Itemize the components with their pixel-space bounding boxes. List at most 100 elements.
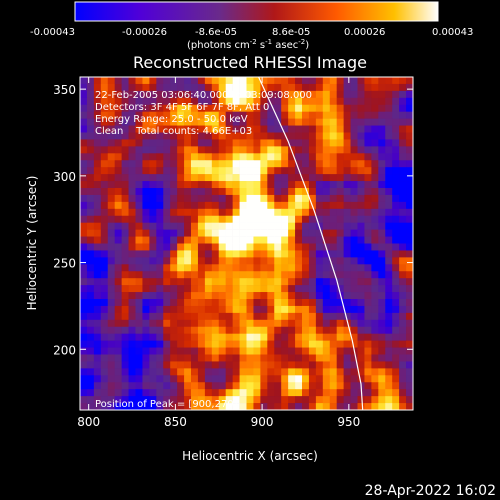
heatmap-cell [267, 361, 275, 369]
heatmap-cell [406, 181, 413, 189]
heatmap-cell [274, 340, 282, 348]
heatmap-cell [343, 167, 351, 175]
heatmap-cell [302, 90, 310, 99]
heatmap-cell [246, 215, 254, 223]
heatmap-cell [149, 111, 157, 119]
heatmap-cell [184, 299, 192, 307]
heatmap-cell [135, 347, 143, 355]
heatmap-cell [350, 222, 358, 230]
heatmap-cell [302, 125, 310, 133]
heatmap-cell [149, 236, 157, 244]
heatmap-cell [232, 83, 240, 92]
heatmap-cell [385, 285, 393, 293]
heatmap-cell [392, 188, 400, 196]
heatmap-cell [93, 153, 102, 161]
heatmap-cell [267, 347, 275, 355]
heatmap-cell [267, 160, 275, 168]
heatmap-cell [93, 118, 102, 126]
heatmap-cell [260, 319, 268, 328]
heatmap-cell [253, 375, 261, 383]
heatmap-cell [142, 319, 150, 328]
heatmap-cell [184, 104, 192, 112]
heatmap-cell [232, 90, 240, 99]
heatmap-cell [239, 319, 247, 328]
heatmap-cell [107, 285, 115, 293]
heatmap-cell [184, 181, 192, 189]
heatmap-cell [329, 236, 337, 244]
heatmap-cell [191, 139, 199, 147]
heatmap-cell [204, 139, 213, 147]
heatmap-cell [142, 368, 150, 376]
heatmap-cell [121, 375, 129, 383]
heatmap-cell [399, 292, 407, 300]
heatmap-cell [156, 97, 164, 106]
heatmap-cell [302, 132, 310, 140]
heatmap-cell [329, 312, 337, 321]
heatmap-cell [260, 229, 268, 237]
heatmap-cell [322, 111, 331, 119]
heatmap-cell [149, 347, 157, 355]
heatmap-cell [329, 146, 337, 154]
heatmap-cell [399, 389, 407, 397]
heatmap-cell [288, 375, 296, 383]
heatmap-cell [253, 139, 261, 147]
heatmap-cell [204, 90, 213, 99]
heatmap-cell [343, 403, 351, 410]
heatmap-cell [308, 111, 317, 119]
heatmap-cell [336, 389, 344, 397]
heatmap-cell [107, 354, 115, 362]
heatmap-cell [142, 215, 150, 223]
heatmap-cell [295, 285, 303, 293]
heatmap-cell [350, 208, 358, 217]
heatmap-cell [218, 229, 226, 237]
heatmap-cell [343, 194, 351, 203]
heatmap-cell [197, 174, 206, 182]
heatmap-cell [142, 181, 150, 189]
heatmap-cell [135, 97, 143, 106]
heatmap-cell [260, 347, 268, 355]
heatmap-cell [80, 299, 88, 307]
heatmap-cell [156, 305, 164, 314]
heatmap-cell [211, 132, 220, 140]
heatmap-cell [218, 194, 226, 203]
heatmap-cell [357, 132, 365, 140]
heatmap-cell [107, 139, 115, 147]
heatmap-cell [225, 278, 233, 286]
heatmap-cell [121, 354, 129, 362]
heatmap-cell [218, 146, 226, 154]
heatmap-cell [93, 326, 102, 334]
heatmap-cell [128, 368, 136, 376]
heatmap-cell [336, 181, 344, 189]
heatmap-cell [336, 111, 344, 119]
heatmap-cell [295, 181, 303, 189]
heatmap-cell [121, 125, 129, 133]
heatmap-cell [295, 146, 303, 154]
heatmap-cell [364, 250, 372, 258]
heatmap-cell [232, 299, 240, 307]
heatmap-cell [371, 354, 379, 362]
heatmap-cell [406, 396, 413, 404]
heatmap-cell [329, 292, 337, 300]
heatmap-cell [80, 174, 88, 182]
heatmap-cell [142, 375, 150, 383]
heatmap-cell [211, 305, 220, 314]
heatmap-cell [267, 215, 275, 223]
heatmap-cell [260, 389, 268, 397]
heatmap-cell [274, 83, 282, 92]
heatmap-cell [114, 264, 122, 272]
heatmap-cell [177, 299, 185, 307]
heatmap-cell [225, 146, 233, 154]
heatmap-cell [378, 208, 386, 217]
heatmap-cell [121, 271, 129, 279]
heatmap-cell [336, 83, 344, 92]
heatmap-cell [156, 319, 164, 328]
heatmap-cell [295, 368, 303, 376]
heatmap-cell [295, 139, 303, 147]
heatmap-cell [100, 236, 109, 244]
heatmap-cell [149, 271, 157, 279]
heatmap-cell [86, 278, 95, 286]
heatmap-cell [93, 403, 102, 410]
heatmap-cell [142, 194, 150, 203]
heatmap-cell [350, 236, 358, 244]
heatmap-cell [211, 201, 220, 210]
